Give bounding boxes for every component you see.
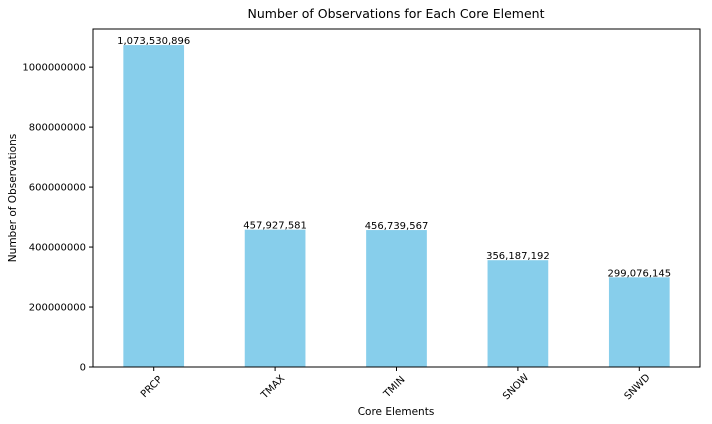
x-tick-label-snow: SNOW (501, 372, 531, 402)
x-axis-ticks: PRCP TMAX TMIN SNOW SNWD (139, 367, 653, 402)
data-label-snow: 356,187,192 (486, 251, 550, 262)
bar-snow (487, 260, 549, 367)
y-tick-label: 0 (80, 363, 86, 374)
data-label-prcp: 1,073,530,896 (117, 36, 190, 47)
y-axis-label: Number of Observations (7, 134, 19, 262)
plot-frame (92, 28, 701, 368)
chart-title: Number of Observations for Each Core Ele… (248, 6, 545, 21)
x-axis-label: Core Elements (358, 406, 435, 418)
y-axis-ticks: 0 200000000 400000000 600000000 800000000 100… (22, 63, 93, 374)
bars-group (123, 45, 670, 367)
bar-tmin (366, 230, 427, 367)
x-tick-label-tmax: TMAX (259, 373, 288, 402)
y-tick-label: 1000000000 (22, 63, 86, 74)
y-tick-label: 400000000 (29, 243, 86, 254)
bar-snwd (608, 277, 670, 367)
x-tick-label-prcp: PRCP (139, 374, 165, 400)
x-tick-label-tmin: TMIN (381, 374, 407, 400)
data-labels-group: 1,073,530,896 457,927,581 456,739,567 356,1… (117, 36, 671, 279)
y-tick-label: 600000000 (29, 183, 86, 194)
data-label-tmax: 457,927,581 (243, 221, 307, 232)
x-tick-label-snwd: SNWD (623, 372, 653, 402)
data-label-snwd: 299,076,145 (607, 268, 671, 279)
y-tick-label: 200000000 (29, 303, 86, 314)
y-tick-label: 800000000 (29, 123, 86, 134)
bar-prcp (123, 45, 185, 367)
data-label-tmin: 456,739,567 (365, 221, 429, 232)
bar-tmax (244, 229, 306, 367)
